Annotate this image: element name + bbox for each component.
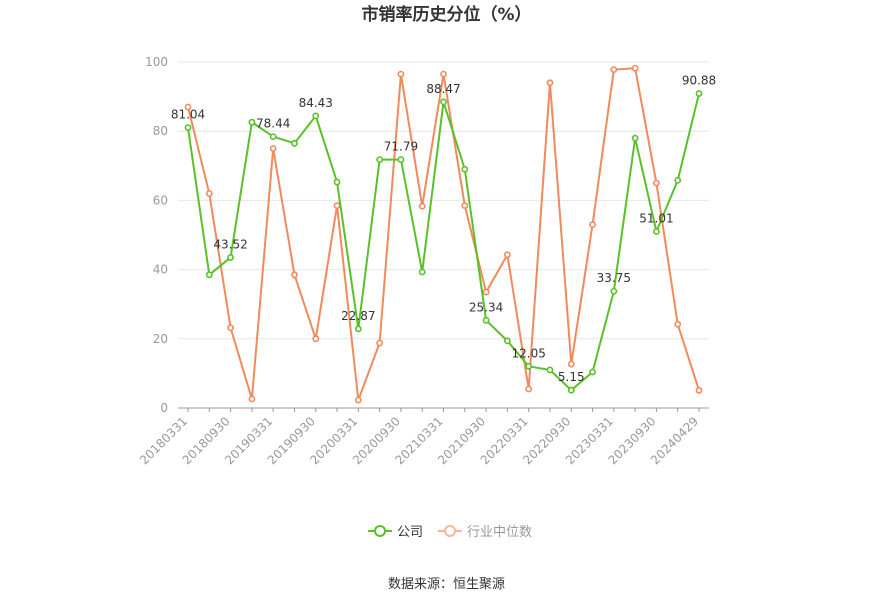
legend-item-industry[interactable]: 行业中位数 [438, 525, 532, 540]
y-tick-label: 40 [153, 263, 168, 277]
data-point[interactable] [589, 368, 596, 376]
data-point[interactable] [269, 145, 277, 152]
label-layer: 81.04 43.52 78.44 84.43 22.87 71.79 88.47 25.34… [171, 74, 716, 385]
data-point[interactable] [397, 156, 405, 164]
chart-source: 数据来源：恒生聚源 [388, 577, 505, 592]
data-label: 25.34 [469, 300, 503, 314]
data-point[interactable] [248, 118, 256, 126]
y-tick-label: 80 [153, 124, 168, 138]
data-label: 22.87 [341, 309, 375, 323]
data-point[interactable] [269, 133, 277, 140]
data-point[interactable] [503, 251, 511, 259]
data-point[interactable] [418, 268, 426, 276]
data-point[interactable] [248, 395, 256, 403]
legend[interactable]: 公司 行业中位数 [368, 525, 532, 540]
y-tick-label: 0 [160, 401, 168, 415]
y-tick-label: 100 [145, 55, 168, 69]
data-label: 43.52 [213, 237, 247, 251]
data-point[interactable] [589, 221, 596, 229]
data-point[interactable] [567, 386, 575, 394]
series-layer [184, 64, 703, 404]
legend-label: 行业中位数 [467, 525, 532, 540]
data-point[interactable] [184, 103, 192, 111]
data-point[interactable] [461, 202, 469, 209]
data-point[interactable] [674, 320, 682, 328]
data-point[interactable] [546, 366, 554, 374]
data-point[interactable] [461, 165, 469, 173]
data-point[interactable] [397, 70, 405, 78]
y-tick-label: 60 [153, 193, 168, 207]
data-point[interactable] [227, 254, 234, 261]
data-point[interactable] [653, 179, 660, 187]
data-point[interactable] [354, 325, 362, 333]
y-tick-label: 20 [153, 332, 168, 346]
data-point[interactable] [440, 98, 447, 106]
data-point[interactable] [376, 339, 384, 347]
data-point[interactable] [440, 70, 447, 78]
data-point[interactable] [354, 396, 362, 404]
data-point[interactable] [610, 287, 618, 295]
data-point[interactable] [695, 90, 703, 97]
data-point[interactable] [205, 271, 213, 279]
data-point[interactable] [503, 337, 511, 345]
data-point[interactable] [653, 228, 660, 235]
data-point[interactable] [695, 386, 703, 394]
data-point[interactable] [567, 360, 575, 368]
data-point[interactable] [631, 134, 639, 142]
data-label: 12.05 [511, 346, 545, 360]
legend-marker [374, 525, 386, 537]
data-point[interactable] [312, 335, 320, 343]
data-point[interactable] [184, 124, 192, 132]
data-point[interactable] [482, 316, 490, 324]
data-point[interactable] [482, 288, 490, 296]
data-point[interactable] [312, 112, 320, 120]
legend-item-company[interactable]: 公司 [368, 525, 423, 540]
data-point[interactable] [674, 176, 682, 184]
data-point[interactable] [333, 202, 341, 209]
data-point[interactable] [631, 64, 639, 72]
data-label: 71.79 [384, 140, 418, 154]
data-label: 88.47 [426, 82, 460, 96]
data-point[interactable] [227, 324, 234, 332]
data-point[interactable] [376, 156, 384, 164]
data-label: 90.88 [682, 74, 716, 88]
chart-title: 市销率历史分位（%） [361, 4, 531, 25]
legend-marker [444, 525, 456, 537]
data-point[interactable] [546, 79, 554, 87]
data-point[interactable] [525, 362, 533, 370]
data-label: 81.04 [171, 108, 205, 122]
data-label: 5.15 [558, 370, 585, 384]
data-point[interactable] [291, 271, 298, 279]
data-label: 84.43 [299, 96, 333, 110]
data-point[interactable] [291, 139, 298, 147]
data-label: 78.44 [256, 117, 290, 131]
data-label: 51.01 [639, 212, 673, 226]
data-point[interactable] [610, 66, 618, 74]
data-point[interactable] [205, 190, 213, 197]
data-label: 33.75 [597, 271, 631, 285]
legend-label: 公司 [397, 525, 423, 540]
data-point[interactable] [418, 202, 426, 210]
data-point[interactable] [333, 178, 341, 186]
data-point[interactable] [525, 385, 533, 393]
